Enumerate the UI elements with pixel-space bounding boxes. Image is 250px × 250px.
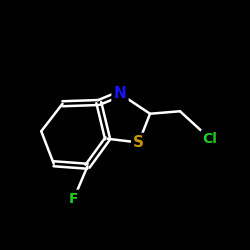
Text: Cl: Cl	[202, 132, 218, 146]
Text: N: N	[114, 86, 126, 101]
Text: S: S	[133, 135, 144, 150]
Text: F: F	[69, 192, 78, 206]
